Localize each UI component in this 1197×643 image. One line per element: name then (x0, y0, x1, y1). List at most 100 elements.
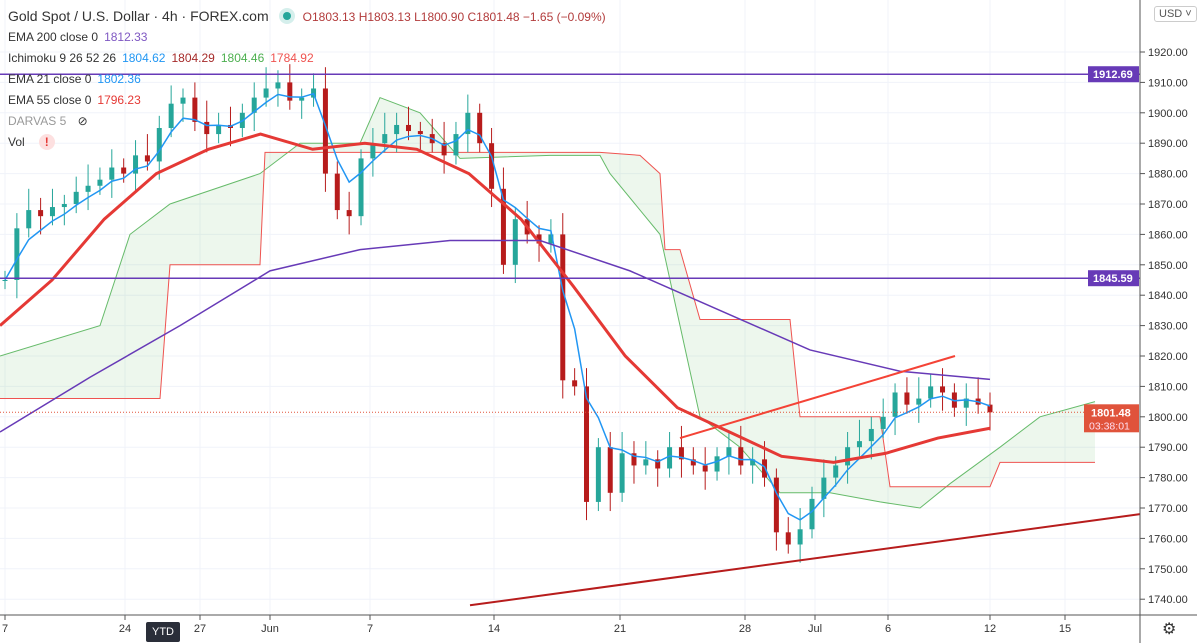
candle (548, 234, 554, 244)
price-label: 1912.69 (1093, 69, 1133, 81)
indicator-2[interactable]: EMA 21 close 0 1802.36 (8, 69, 606, 90)
candle (678, 447, 684, 460)
x-tick-label: 27 (194, 623, 206, 635)
indicator-list: EMA 200 close 0 1812.33 Ichimoku 9 26 52 2… (8, 27, 606, 153)
y-tick-label: 1870.00 (1148, 199, 1188, 211)
indicator-5[interactable]: Vol! (8, 132, 606, 153)
gear-icon[interactable]: ⚙ (1162, 621, 1177, 638)
candle (346, 210, 352, 217)
candle (560, 234, 566, 381)
market-status-icon (282, 12, 291, 20)
candle (97, 179, 103, 186)
indicator-value: 1804.62 (122, 51, 166, 65)
y-tick-label: 1830.00 (1148, 321, 1188, 333)
candle (287, 82, 293, 101)
eye-hidden-icon[interactable]: ⊘ (74, 114, 88, 128)
ema21-line (4, 92, 991, 521)
candle (619, 453, 625, 493)
price-label-bg (1088, 270, 1139, 287)
candle (607, 447, 613, 493)
y-tick-label: 1760.00 (1148, 533, 1188, 545)
countdown-label: 03:38:01 (1089, 420, 1130, 432)
ytd-button[interactable]: YTD (146, 622, 180, 642)
candle (477, 112, 483, 144)
candle (14, 228, 20, 280)
candle (322, 88, 328, 174)
y-tick-label: 1780.00 (1148, 473, 1188, 485)
symbol-title: Gold Spot / U.S. Dollar · 4h · FOREX.com (8, 8, 269, 24)
warning-icon[interactable]: ! (38, 134, 55, 150)
x-tick-label: 12 (984, 623, 996, 635)
candle (370, 143, 376, 159)
candle (38, 210, 44, 217)
candle (73, 191, 79, 204)
candle (928, 386, 934, 399)
indicator-label: DARVAS 5 (8, 114, 67, 128)
x-tick-label: 7 (2, 623, 8, 635)
indicator-4[interactable]: DARVAS 5 ⊘ (8, 111, 606, 132)
candle (180, 97, 186, 104)
y-tick-label: 1850.00 (1148, 260, 1188, 272)
candle (916, 398, 922, 405)
x-tick-label: 6 (885, 623, 891, 635)
y-tick-label: 1770.00 (1148, 503, 1188, 515)
candle (204, 121, 210, 135)
candle (714, 456, 720, 472)
candle (773, 477, 779, 533)
candle (738, 447, 744, 466)
candle (963, 398, 969, 408)
indicator-label: EMA 200 close 0 (8, 30, 99, 44)
candle (940, 386, 946, 393)
price-label-bg (1088, 66, 1139, 83)
candle (275, 82, 281, 89)
candle (121, 167, 127, 174)
candle (987, 404, 993, 413)
candle (690, 459, 696, 466)
trendline-support (469, 513, 1141, 607)
indicator-3[interactable]: EMA 55 close 0 1796.23 (8, 90, 606, 111)
x-tick-label: 14 (488, 623, 500, 635)
x-tick-label: 7 (367, 623, 373, 635)
candle (299, 97, 305, 101)
ohlc-change: −1.65 (−0.09%) (522, 10, 606, 24)
indicator-1[interactable]: Ichimoku 9 26 52 26 1804.62 1804.29 1804.46… (8, 48, 606, 69)
y-tick-label: 1810.00 (1148, 381, 1188, 393)
ichimoku-cloud (0, 97, 1095, 508)
candle (667, 447, 673, 469)
indicator-0[interactable]: EMA 200 close 0 1812.33 (8, 27, 606, 48)
candle (845, 447, 851, 466)
candle (263, 88, 269, 98)
candle (856, 441, 862, 448)
indicator-label: EMA 55 close 0 (8, 93, 92, 107)
ichimoku-span-b (0, 151, 1095, 488)
candle (156, 128, 162, 162)
candle (536, 234, 542, 244)
candle (821, 477, 827, 499)
candle (144, 155, 150, 162)
x-tick-label: 15 (1059, 623, 1071, 635)
ohlc-low: L1800.90 (414, 10, 465, 24)
candle (26, 210, 32, 229)
candle (489, 143, 495, 189)
indicator-value: 1804.46 (220, 51, 265, 65)
candle (797, 529, 803, 545)
ohlc-high: H1803.13 (358, 10, 411, 24)
indicator-label: EMA 21 close 0 (8, 72, 92, 86)
indicator-value: 1802.36 (97, 72, 141, 86)
candle (631, 453, 637, 466)
y-tick-label: 1820.00 (1148, 351, 1188, 363)
trendline-resistance (679, 355, 956, 440)
ichimoku-span-a (0, 96, 1096, 509)
candle (595, 447, 601, 502)
candle (880, 416, 886, 429)
y-tick-label: 1840.00 (1148, 290, 1188, 302)
candle (441, 143, 447, 156)
currency-button[interactable]: USD ˅ (1154, 6, 1197, 22)
candle (572, 380, 578, 387)
x-tick-label: Jul (808, 623, 822, 635)
x-tick-label: 28 (739, 623, 751, 635)
y-tick-label: 1920.00 (1148, 47, 1188, 59)
indicator-value: 1804.29 (171, 51, 215, 65)
y-tick-label: 1910.00 (1148, 77, 1188, 89)
